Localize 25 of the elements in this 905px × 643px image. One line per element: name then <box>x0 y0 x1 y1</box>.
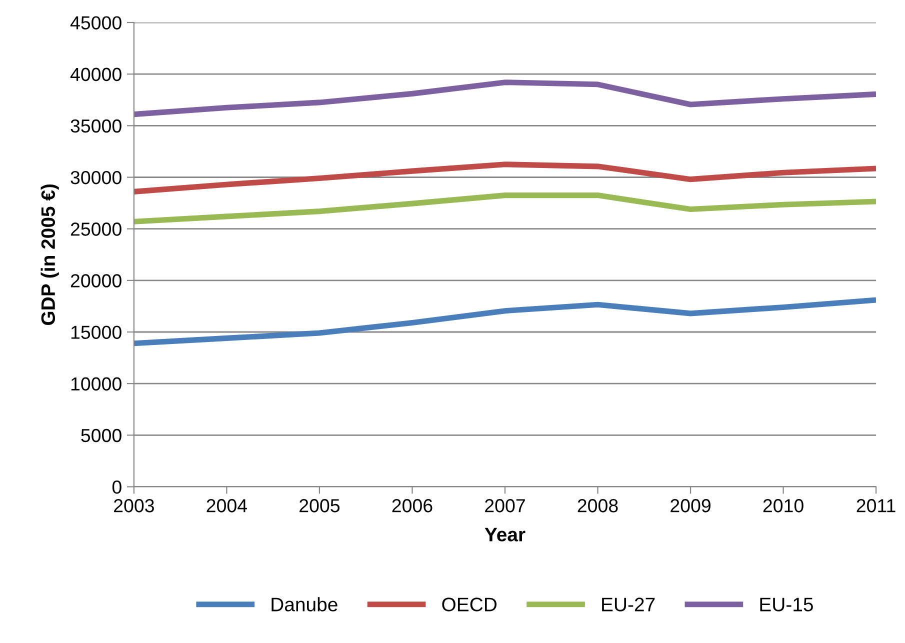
x-tick-label: 2008 <box>578 499 618 512</box>
x-tick-label: 2005 <box>300 499 340 512</box>
y-tick-label: 15000 <box>71 326 122 339</box>
x-tick-label: 2009 <box>670 499 710 512</box>
x-tick-label: 2004 <box>206 499 248 512</box>
y-tick-label: 0 <box>112 480 122 494</box>
y-tick-label: 45000 <box>70 16 122 30</box>
x-tick-label: 2006 <box>392 499 432 512</box>
y-tick-label: 30000 <box>70 170 122 184</box>
y-tick-label: 25000 <box>70 222 122 236</box>
y-axis-title: GDP (in 2005 €) <box>40 184 59 325</box>
x-axis-title: Year <box>484 528 526 542</box>
y-tick-label: 40000 <box>70 68 122 82</box>
y-tick-label: 20000 <box>70 274 122 288</box>
y-tick-label: 35000 <box>70 119 122 133</box>
legend-label: EU-27 <box>602 598 655 612</box>
legend-label: Danube <box>272 597 338 612</box>
x-tick-label: 2011 <box>856 499 896 512</box>
x-tick-label: 2003 <box>114 499 154 512</box>
legend-label: EU-15 <box>760 598 813 612</box>
x-tick-label: 2007 <box>485 499 525 512</box>
legend-label: OECD <box>442 598 497 612</box>
y-tick-label: 10000 <box>71 377 122 391</box>
y-tick-label: 5000 <box>81 428 122 442</box>
x-tick-label: 2010 <box>763 499 804 512</box>
